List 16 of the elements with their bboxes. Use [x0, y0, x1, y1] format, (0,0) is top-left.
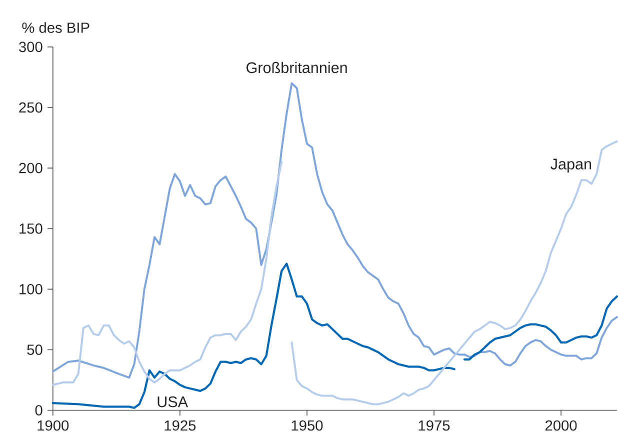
- x-tick-label: 1950: [292, 420, 323, 431]
- y-tick-label: 150: [20, 223, 42, 234]
- x-tick-label: 2000: [545, 420, 577, 431]
- y-tick-label: 300: [19, 42, 42, 52]
- y-tick-label: 250: [19, 102, 42, 113]
- y-axis-title: % des BIP: [22, 22, 90, 33]
- x-tick-label: 1925: [164, 420, 196, 431]
- y-tick-label: 50: [27, 344, 42, 355]
- series-label: Großbritannien: [246, 62, 347, 74]
- x-tick-label: 1975: [418, 420, 450, 431]
- x-tick-label: 1900: [38, 420, 69, 431]
- series-label: Japan: [550, 158, 592, 172]
- y-tick-label: 100: [20, 284, 42, 294]
- y-tick-label: 200: [19, 162, 42, 174]
- series-label: USA: [158, 396, 188, 408]
- y-tick-label: 0: [35, 405, 42, 416]
